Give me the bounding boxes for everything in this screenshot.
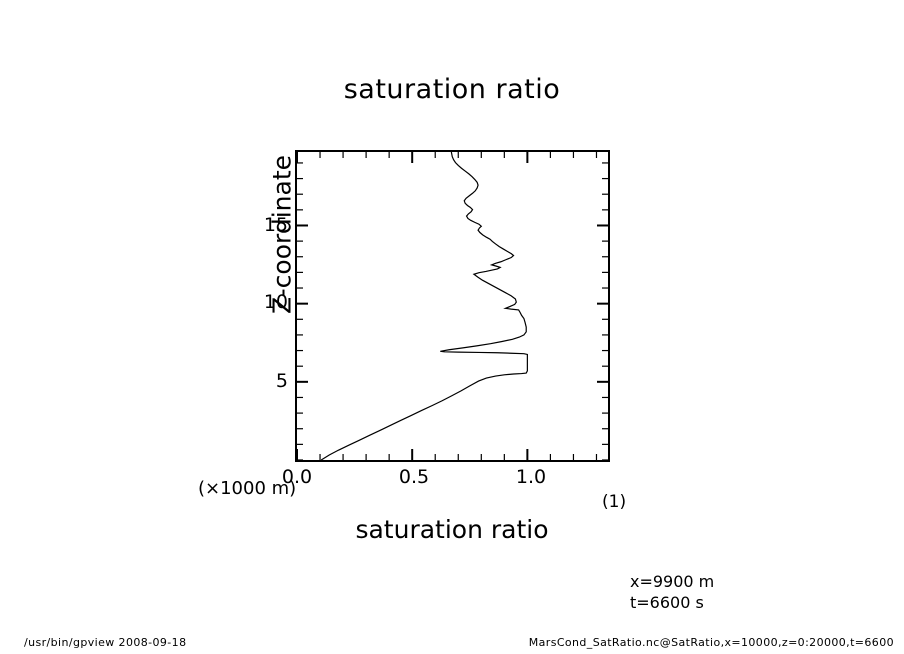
y-tick-label-10: 10 bbox=[263, 291, 288, 313]
data-series-line bbox=[320, 152, 528, 460]
x-tick-label-1: 0.5 bbox=[398, 466, 430, 488]
x-tick-label-0: 0.0 bbox=[281, 466, 313, 488]
page-title: saturation ratio bbox=[343, 74, 561, 105]
annotation-t-value: t=6600 s bbox=[630, 593, 704, 612]
x-axis-title: saturation ratio bbox=[355, 515, 549, 544]
y-tick-label-5: 5 bbox=[275, 370, 288, 392]
y-tick-label-15: 15 bbox=[263, 214, 288, 236]
annotation-x-value: x=9900 m bbox=[630, 572, 715, 591]
series-index-label: (1) bbox=[602, 492, 627, 512]
plot-frame bbox=[295, 150, 610, 462]
y-axis-ticks bbox=[297, 162, 608, 460]
x-axis-ticks bbox=[297, 152, 598, 460]
footer-command-info: /usr/bin/gpview 2008-09-18 bbox=[24, 636, 187, 649]
y-axis-title: Z-coordinate bbox=[267, 154, 297, 315]
x-axis-unit-label: (×1000 m) bbox=[198, 478, 297, 499]
plot-area bbox=[297, 152, 608, 460]
plot-annotations: x=9900 m t=6600 s bbox=[630, 571, 714, 613]
x-tick-label-2: 1.0 bbox=[515, 466, 547, 488]
footer-source-info: MarsCond_SatRatio.nc@SatRatio,x=10000,z=… bbox=[528, 636, 894, 649]
